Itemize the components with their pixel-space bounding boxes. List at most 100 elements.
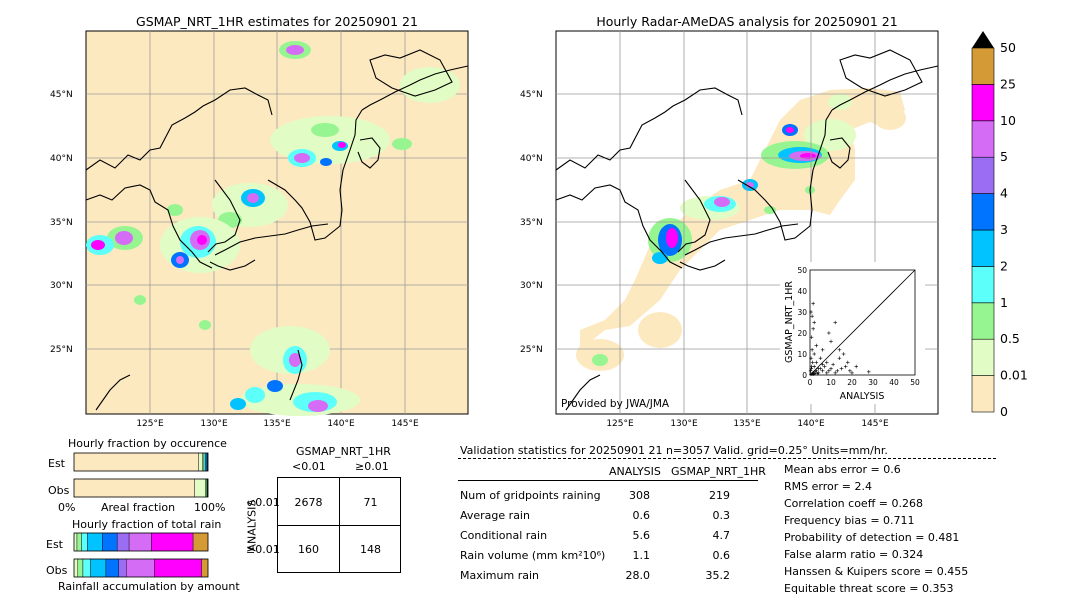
validation-col-rule xyxy=(458,480,758,481)
scatter-ytick: 10 xyxy=(797,350,807,359)
scatter-point xyxy=(818,356,823,360)
stat-row-label: Maximum rain xyxy=(460,569,539,582)
scatter-point xyxy=(825,360,829,365)
scatter-point xyxy=(811,301,815,306)
scatter-point xyxy=(810,348,814,352)
scatter-point xyxy=(809,356,813,360)
fraction-bar-segment xyxy=(90,558,107,578)
scatter-point xyxy=(827,331,831,335)
right-lon-140: 140°E xyxy=(797,419,825,429)
stat-row-label: Average rain xyxy=(460,509,530,522)
stat-row-label: Num of gridpoints raining xyxy=(460,489,601,502)
scatter-xtick: 0 xyxy=(808,378,813,387)
fraction-bar-segment xyxy=(202,452,205,472)
scatter-point xyxy=(829,339,833,344)
fraction-bar-segment xyxy=(77,558,84,578)
fraction-bar-segment xyxy=(128,532,152,552)
score-far: False alarm ratio = 0.324 xyxy=(784,548,924,561)
fraction-bar-segment xyxy=(201,558,209,578)
scatter-point xyxy=(812,364,816,369)
fraction-bar-segment xyxy=(73,478,195,498)
colorbar-labels: 0 0.01 0.5 1 2 3 4 5 10 25 50 xyxy=(1000,40,1028,419)
rainamount-title: Hourly fraction of total rain xyxy=(72,518,222,531)
left-lat-30: 30°N xyxy=(50,281,73,291)
fraction-bar-outline xyxy=(73,452,209,472)
left-lon-130: 130°E xyxy=(200,419,228,429)
fraction-bar-segment xyxy=(105,558,119,578)
rainamount-obs-label: Obs xyxy=(46,564,68,577)
right-lon-145: 145°E xyxy=(861,419,889,429)
scatter-point xyxy=(812,352,816,356)
validation-header: Validation statistics for 20250901 21 n=… xyxy=(460,444,888,457)
colorbar-label: 2 xyxy=(1000,258,1008,273)
occurrence-title: Hourly fraction by occurence xyxy=(68,437,227,450)
colorbar-label: 1 xyxy=(1000,295,1008,310)
fraction-bar-segment xyxy=(73,452,199,472)
contingency-row-lt: <0.01 xyxy=(246,496,280,509)
score-mae: Mean abs error = 0.6 xyxy=(784,463,901,476)
validation-divider xyxy=(458,458,996,459)
fraction-bar-segment xyxy=(73,558,79,578)
colorbar-label: 50 xyxy=(1000,40,1016,55)
occurrence-est-label: Est xyxy=(48,457,65,470)
scatter-point xyxy=(815,371,820,376)
left-lon-140: 140°E xyxy=(327,419,355,429)
fraction-bar-segment xyxy=(126,558,155,578)
right-lon-130: 130°E xyxy=(670,419,698,429)
score-corr: Correlation coeff = 0.268 xyxy=(784,497,923,510)
validation-col-analysis: ANALYSIS xyxy=(609,465,661,478)
scatter-point xyxy=(837,348,842,352)
radar-credit: Provided by JWA/JMA xyxy=(561,398,670,410)
fraction-bar-segment xyxy=(205,452,207,472)
right-lat-40: 40°N xyxy=(520,154,543,164)
occurrence-obs-label: Obs xyxy=(48,484,70,497)
fraction-bar-segment xyxy=(198,452,203,472)
scatter-point xyxy=(812,320,816,325)
contingency-title: GSMAP_NRT_1HR xyxy=(296,445,391,458)
scatter-points xyxy=(808,301,871,377)
fraction-bar-outline xyxy=(73,532,209,552)
scatter-point xyxy=(811,372,816,376)
colorbar-cell xyxy=(971,266,995,304)
fraction-bar-segment xyxy=(205,478,207,498)
scatter-diagonal xyxy=(809,269,916,376)
scatter-point xyxy=(833,371,837,375)
right-lon-135: 135°E xyxy=(733,419,761,429)
left-lon-125: 125°E xyxy=(136,419,164,429)
scatter-point xyxy=(829,366,833,371)
score-pod: Probability of detection = 0.481 xyxy=(784,531,960,544)
validation-col-gsmap: GSMAP_NRT_1HR xyxy=(671,465,766,478)
scatter-point xyxy=(820,362,825,367)
occurrence-tick-0: 0% xyxy=(58,501,76,514)
fraction-bar-segment xyxy=(116,532,130,552)
left-lat-25: 25°N xyxy=(50,345,73,355)
stat-row-gsmap: 219 xyxy=(709,489,730,502)
scatter-point xyxy=(809,310,813,314)
stat-row-label: Rain volume (mm km²10⁶) xyxy=(460,549,606,562)
contingency-row-ge: ≥0.01 xyxy=(246,543,280,556)
scatter-point xyxy=(814,369,819,373)
fraction-bar-segment xyxy=(76,532,82,552)
scatter-point xyxy=(822,364,827,369)
left-map-coast xyxy=(85,49,469,411)
fraction-bar-segment xyxy=(154,558,202,578)
colorbar-cell xyxy=(971,156,995,194)
scatter-point xyxy=(837,356,842,360)
right-map-coast xyxy=(555,49,939,411)
colorbar-cells xyxy=(971,47,995,413)
scatter-ytick: 20 xyxy=(797,329,807,338)
stat-row-gsmap: 4.7 xyxy=(712,529,731,542)
colorbar-label: 0.5 xyxy=(1000,331,1020,346)
scatter-point xyxy=(808,369,813,373)
left-lat-35: 35°N xyxy=(50,218,73,228)
stat-row-analysis: 5.6 xyxy=(632,529,651,542)
scatter-point xyxy=(867,370,871,374)
colorbar-label: 10 xyxy=(1000,113,1016,128)
fraction-bar-segment xyxy=(102,532,118,552)
scatter-point xyxy=(839,366,844,371)
colorbar-cell xyxy=(971,375,995,413)
scatter-point xyxy=(843,364,848,369)
left-map-title: GSMAP_NRT_1HR estimates for 20250901 21 xyxy=(136,14,418,29)
scatter-xtick: 50 xyxy=(910,378,920,387)
fraction-bar-segment xyxy=(82,558,91,578)
